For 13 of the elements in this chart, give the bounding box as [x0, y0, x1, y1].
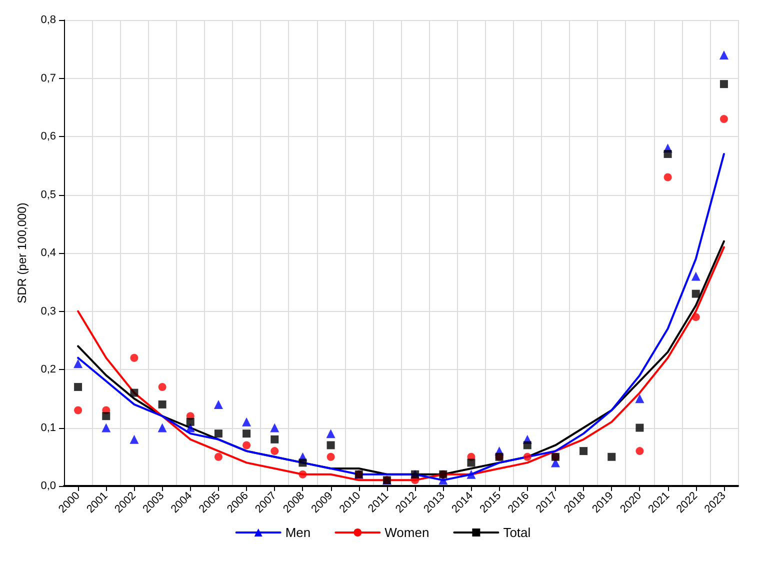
y-axis-title: SDR (per 100,000): [15, 202, 29, 304]
y-tick-label: 0,1: [40, 422, 56, 434]
y-tick-label: 0,3: [40, 305, 56, 318]
y-tick-label: 0,4: [40, 247, 56, 259]
y-tick-label: 0,7: [40, 72, 56, 84]
y-tick-label: 0,0: [40, 480, 56, 492]
y-tick-label: 0,6: [40, 130, 56, 142]
y-tick-label: 0,2: [40, 364, 56, 376]
legend-label: Men: [285, 525, 311, 540]
y-tick-label: 0,8: [40, 14, 56, 26]
legend-label: Total: [503, 525, 531, 540]
legend-label: Women: [384, 525, 430, 540]
y-tick-label: 0,5: [40, 188, 56, 201]
